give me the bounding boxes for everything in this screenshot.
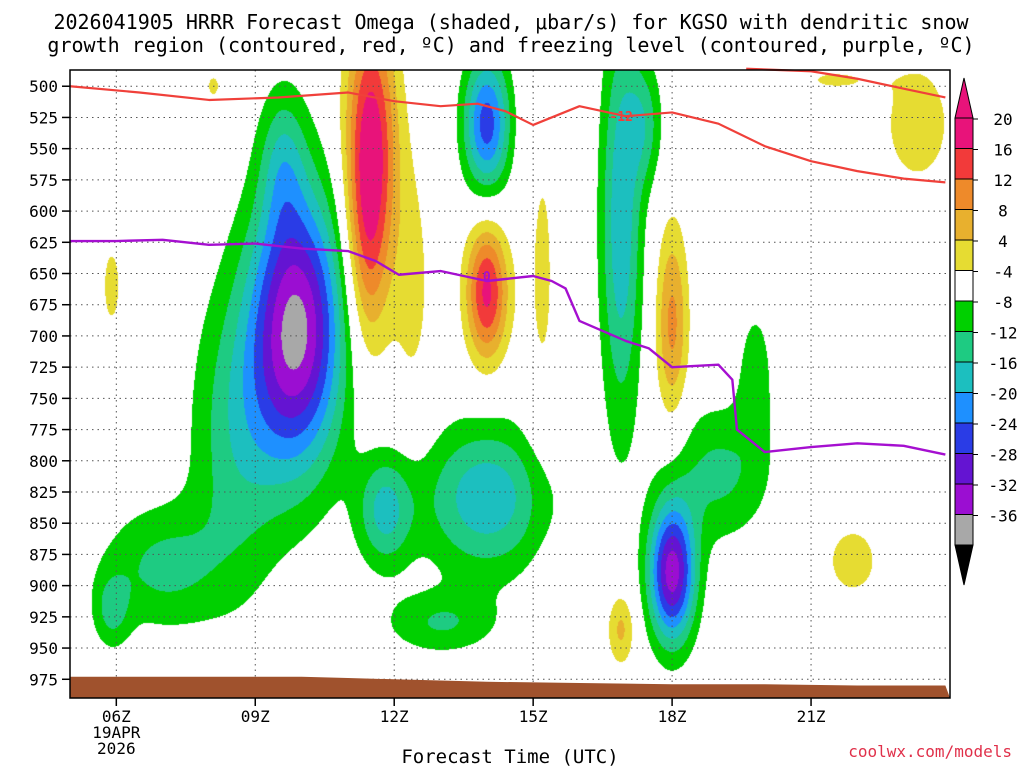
colorbar-swatch xyxy=(954,239,974,271)
colorbar-label: -32 xyxy=(989,476,1018,495)
colorbar-over-arrow xyxy=(954,77,974,119)
colorbar-label: -12 xyxy=(989,324,1018,343)
plot-area: -12 0 xyxy=(69,67,951,699)
x-tick-label: 09Z xyxy=(241,707,270,726)
colorbar-label: -24 xyxy=(989,415,1018,434)
chart-subtitle: growth region (contoured, red, ºC) and f… xyxy=(47,33,974,57)
colorbar-label: 8 xyxy=(998,202,1008,221)
colorbar-swatch xyxy=(954,361,974,393)
colorbar-label: -20 xyxy=(989,385,1018,404)
x-tick-label: 12Z xyxy=(380,707,409,726)
credit-text: coolwx.com/models xyxy=(848,742,1012,761)
colorbar-label: -8 xyxy=(993,293,1012,312)
colorbar-swatch xyxy=(954,453,974,485)
y-tick-label: 575 xyxy=(29,171,58,190)
y-tick-label: 525 xyxy=(29,108,58,127)
freezing-level-label: 0 xyxy=(483,270,491,285)
colorbar-swatch xyxy=(954,514,974,546)
y-tick-label: 500 xyxy=(29,77,58,96)
terrain-fill xyxy=(70,676,950,698)
y-tick-label: 550 xyxy=(29,140,58,159)
terrain-area xyxy=(70,676,950,698)
y-tick-label: 975 xyxy=(29,670,58,689)
y-tick-label: 725 xyxy=(29,358,58,377)
chart-title: 2026041905 HRRR Forecast Omega (shaded, … xyxy=(53,10,969,34)
colorbar-label: 4 xyxy=(998,232,1008,251)
colorbar-label: -36 xyxy=(989,507,1018,526)
colorbar-swatch xyxy=(954,392,974,424)
colorbar-label: -28 xyxy=(989,446,1018,465)
dgz-contour-line xyxy=(69,85,946,184)
grid-lines xyxy=(70,70,950,698)
y-tick-label: 875 xyxy=(29,545,58,564)
colorbar-swatch xyxy=(954,483,974,515)
colorbar-under-arrow xyxy=(954,544,974,586)
plot-frame xyxy=(69,69,951,699)
y-tick-label: 600 xyxy=(29,202,58,221)
freezing-level-line xyxy=(70,238,946,456)
colorbar-swatch xyxy=(954,270,974,302)
y-tick-label: 625 xyxy=(29,233,58,252)
x-axis-title: Forecast Time (UTC) xyxy=(401,746,618,768)
x-tick-label: 21Z xyxy=(797,707,826,726)
y-tick-label: 800 xyxy=(29,452,58,471)
colorbar-label: 12 xyxy=(993,171,1012,190)
colorbar: 20 16 12 8 4 -4 -8 -12 -16 -20 -24 -28 -32 -36 xyxy=(954,77,1018,586)
omega-shaded-field xyxy=(70,70,950,698)
dgz-contour-label: -12 xyxy=(609,110,632,125)
y-tick-label: 650 xyxy=(29,265,58,284)
y-tick-label: 850 xyxy=(29,514,58,533)
x-tick-label: 19APR xyxy=(92,723,141,742)
colorbar-label: -4 xyxy=(993,263,1012,282)
y-tick-label: 900 xyxy=(29,577,58,596)
colorbar-swatch xyxy=(954,148,974,180)
x-tick-label: 2026 xyxy=(97,739,136,758)
colorbar-swatch xyxy=(954,178,974,210)
y-tick-label: 825 xyxy=(29,483,58,502)
x-tick-label: 06Z xyxy=(102,707,131,726)
x-tick-label: 15Z xyxy=(519,707,548,726)
colorbar-label: 20 xyxy=(993,110,1012,129)
pressure-axis: 500 525 550 575 600 625 650 675 700 725 750 775 800 8… xyxy=(29,77,70,689)
colorbar-swatch xyxy=(954,422,974,454)
colorbar-swatch xyxy=(954,331,974,363)
colorbar-swatch xyxy=(954,300,974,332)
colorbar-label: -16 xyxy=(989,354,1018,373)
y-tick-label: 700 xyxy=(29,327,58,346)
y-tick-label: 950 xyxy=(29,639,58,658)
colorbar-label: 16 xyxy=(993,141,1012,160)
y-tick-label: 675 xyxy=(29,296,58,315)
y-tick-label: 750 xyxy=(29,389,58,408)
colorbar-swatch xyxy=(954,209,974,241)
colorbar-swatch xyxy=(954,117,974,149)
x-tick-label: 18Z xyxy=(658,707,687,726)
y-tick-label: 925 xyxy=(29,608,58,627)
y-tick-label: 775 xyxy=(29,421,58,440)
